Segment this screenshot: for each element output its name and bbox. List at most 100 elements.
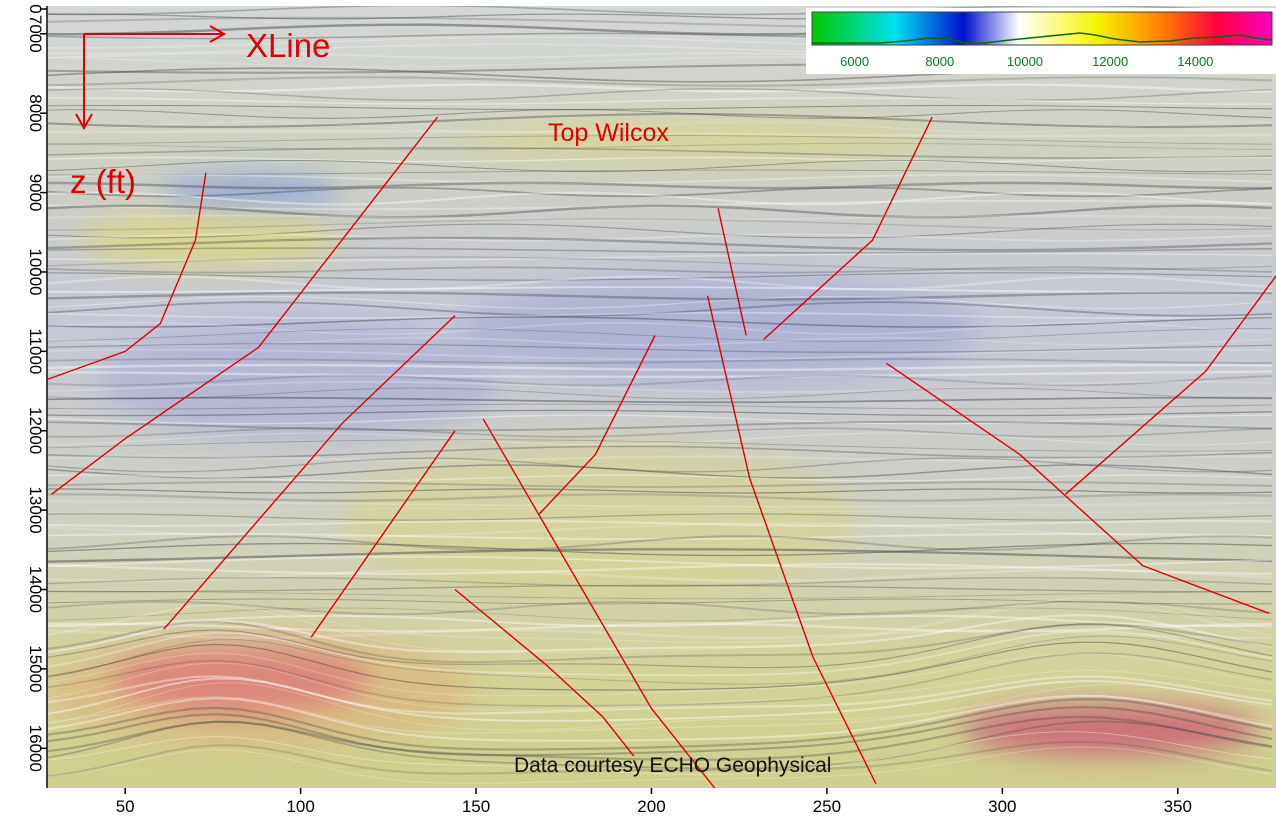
amplitude-anomaly [460, 275, 980, 385]
x-axis: 50 100 150 200 250 300 350 [116, 788, 1192, 816]
reflector-line [48, 598, 1273, 605]
reflector-line [48, 474, 1273, 482]
reflector-line [48, 746, 1273, 784]
reflector-line [48, 522, 1273, 538]
reflector-line [48, 272, 1273, 281]
fault-line [310, 430, 456, 638]
reflector-line [48, 321, 1273, 336]
reflector-line [48, 88, 1273, 101]
fault-line [163, 315, 456, 630]
fault-lines [47, 116, 1276, 789]
fault-line [454, 588, 635, 757]
reflector-line [48, 455, 1273, 462]
reflector-line [48, 83, 1273, 93]
reflector-line [48, 159, 1273, 173]
amplitude-anomaly [960, 704, 1260, 756]
x-tick-label: 300 [988, 797, 1016, 816]
horizon-label-top-wilcox: Top Wilcox [548, 119, 669, 147]
reflector-line [48, 387, 1273, 400]
reflector-line [48, 607, 1273, 622]
reflector-line [48, 286, 1273, 293]
reflector-line [48, 628, 1273, 640]
reflector-line [48, 590, 1273, 600]
reflector-line [48, 548, 1273, 563]
x-tick-label: 50 [116, 797, 135, 816]
reflector-line [48, 597, 1273, 643]
reflector-line [48, 374, 1273, 387]
credit-text: Data courtesy ECHO Geophysical [514, 754, 831, 777]
y-axis: 0 7000 8000 9000 10000 11000 12000 13000 14000 15… [26, 4, 48, 788]
x-tick-label: 150 [462, 797, 490, 816]
plot-area [47, 6, 1276, 789]
colorbar-tick-label: 6000 [840, 54, 869, 69]
fault-line [538, 335, 656, 515]
x-tick-label: 350 [1164, 797, 1192, 816]
reflector-line [48, 568, 1273, 583]
reflector-line [48, 186, 1273, 198]
y-tick-label: 13000 [26, 486, 45, 533]
reflector-line [48, 500, 1273, 508]
reflector-line [48, 620, 1273, 664]
reflector-line [48, 694, 1273, 734]
y-tick-label: 8000 [26, 94, 45, 132]
reflector-line [48, 706, 1273, 757]
reflector-line [48, 623, 1273, 669]
reflector-line [48, 427, 1273, 438]
reflector-line [48, 147, 1273, 159]
y-tick-label: 12000 [26, 407, 45, 454]
y-tick-label: 15000 [26, 645, 45, 692]
fault-line [706, 295, 877, 785]
reflector-line [48, 76, 1273, 87]
reflector-line [48, 129, 1273, 138]
reflector-line [48, 328, 1272, 342]
reflector-line [48, 542, 1273, 557]
reflector-line [48, 652, 1273, 697]
reflector-line [48, 256, 1273, 271]
reflector-line [48, 481, 1273, 488]
reflector-line [48, 142, 1273, 151]
amplitude-anomaly [50, 635, 470, 745]
reflector-line [48, 652, 1273, 707]
reflector-line [48, 247, 1273, 254]
reflector-line [48, 507, 1273, 514]
reflector-line [48, 715, 1273, 761]
depth-axis-label: z (ft) [70, 163, 136, 200]
reflector-line [48, 439, 1273, 452]
y-tick-label: 14000 [26, 566, 45, 613]
reflector-line [48, 403, 1273, 410]
reflector-line [48, 233, 1273, 242]
reflector-line [48, 694, 1273, 742]
reflector-line [48, 301, 1273, 317]
reflector-line [48, 519, 1273, 528]
amplitude-anomaly [80, 210, 340, 270]
fault-line [763, 116, 933, 340]
reflector-line [48, 555, 1273, 570]
reflector-line [48, 409, 1273, 417]
reflector-line [48, 396, 1273, 404]
y-tick-label: 0 [26, 4, 45, 13]
reflector-line [48, 432, 1273, 446]
reflector-line [48, 445, 1273, 459]
colorbar-tick-label: 10000 [1007, 54, 1043, 69]
reflector-line [48, 343, 1273, 353]
fault-line [717, 208, 747, 336]
x-tick-label: 100 [286, 797, 314, 816]
reflector-line [48, 532, 1273, 541]
colorbar-tick-label: 14000 [1177, 54, 1213, 69]
reflector-line [48, 316, 1273, 328]
reflector-line [48, 214, 1273, 222]
x-tick-label: 200 [637, 797, 665, 816]
reflector-line [48, 613, 1273, 654]
reflector-line [48, 493, 1273, 502]
y-tick-label: 10000 [26, 248, 45, 295]
reflector-line [48, 584, 1273, 593]
reflector-line [48, 236, 1273, 252]
fault-line [47, 172, 207, 380]
y-tick-label: 9000 [26, 174, 45, 212]
amplitude-color-overlay [50, 118, 1260, 756]
xline-arrow-head [209, 25, 227, 43]
reflector-line [48, 682, 1273, 731]
reflector-line [48, 420, 1273, 432]
reflector-line [48, 181, 1273, 190]
amplitude-anomaly [100, 320, 500, 440]
